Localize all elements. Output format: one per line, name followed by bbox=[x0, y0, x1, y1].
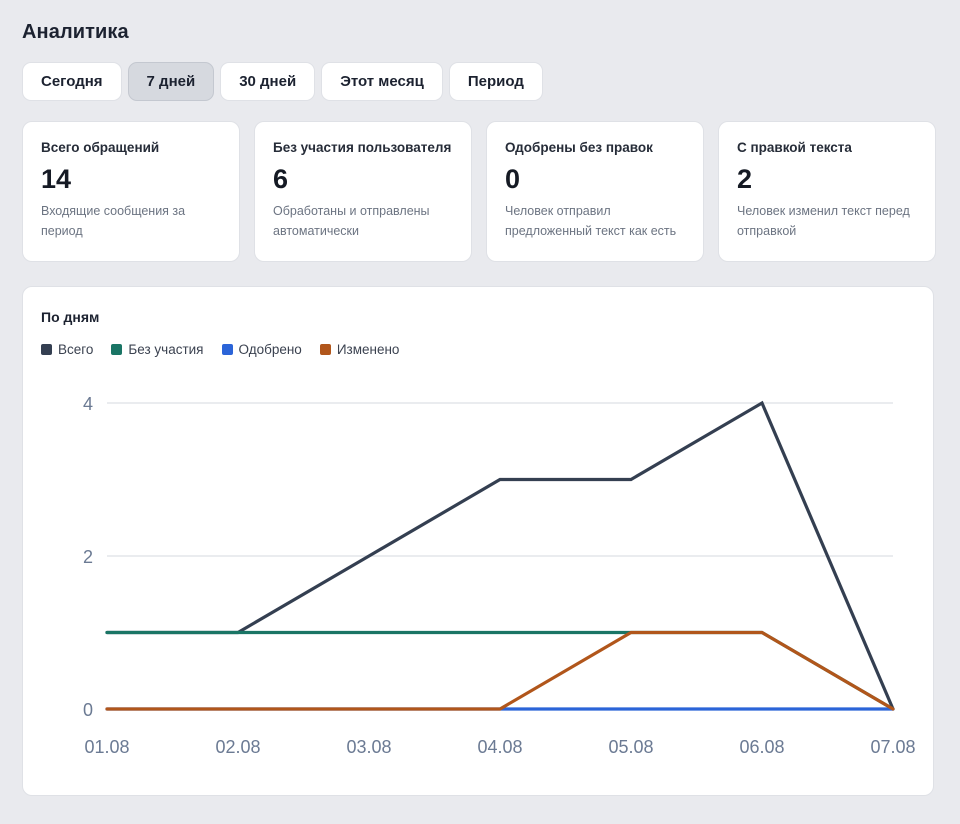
stat-card-approved: Одобрены без правок 0 Человек отправил п… bbox=[486, 121, 704, 262]
chart-title: По дням bbox=[41, 309, 100, 325]
legend-item-approved: Одобрено bbox=[221, 342, 302, 357]
legend-item-edited: Изменено bbox=[319, 342, 400, 357]
x-tick-label: 05.08 bbox=[608, 737, 653, 757]
tab-today[interactable]: Сегодня bbox=[22, 62, 122, 101]
stat-card-label: С правкой текста bbox=[737, 140, 852, 155]
y-tick-label: 4 bbox=[83, 394, 93, 414]
legend-swatch bbox=[111, 344, 123, 355]
legend-swatch bbox=[41, 344, 52, 355]
stat-card-auto: Без участия пользователя 6 Обработаны и … bbox=[254, 121, 472, 262]
stat-card-label: Без участия пользователя bbox=[273, 140, 452, 155]
y-tick-label: 2 bbox=[83, 547, 93, 567]
tab-30-days[interactable]: 30 дней bbox=[220, 62, 316, 101]
series-line-1 bbox=[105, 630, 895, 711]
stat-card-label: Одобрены без правок bbox=[505, 140, 653, 155]
stat-card-label: Всего обращений bbox=[41, 140, 160, 155]
stat-card-value: 0 bbox=[505, 164, 521, 194]
legend-label: Одобрено bbox=[238, 342, 302, 357]
page-title: Аналитика bbox=[22, 21, 129, 43]
tab-custom-period[interactable]: Период bbox=[448, 62, 543, 101]
stat-card-value: 14 bbox=[41, 164, 72, 194]
stat-card-description: Входящие сообщения за период bbox=[41, 204, 186, 238]
stat-cards: Всего обращений 14 Входящие сообщения за… bbox=[22, 121, 936, 262]
stat-card-total: Всего обращений 14 Входящие сообщения за… bbox=[22, 121, 240, 262]
stat-card-description: Человек отправил предложенный текст как … bbox=[505, 204, 677, 238]
legend-swatch bbox=[319, 344, 331, 355]
legend-item-total: Всего bbox=[41, 342, 93, 357]
x-tick-label: 06.08 bbox=[739, 737, 784, 757]
x-tick-label: 03.08 bbox=[346, 737, 391, 757]
chart-legend: Всего Без участия Одобрено Изменено bbox=[41, 342, 399, 357]
stat-card-description: Человек изменил текст перед отправкой bbox=[737, 204, 910, 238]
legend-swatch bbox=[221, 344, 233, 355]
legend-label: Изменено bbox=[336, 342, 400, 357]
y-tick-label: 0 bbox=[83, 700, 93, 720]
series-line-3 bbox=[105, 630, 895, 711]
stat-card-description: Обработаны и отправлены автоматически bbox=[273, 204, 430, 238]
stat-card-value: 6 bbox=[273, 164, 289, 194]
line-chart: 0 2 4 01.08 02.08 03.08 04.08 05.08 06.08 07.08 bbox=[83, 394, 916, 757]
tab-this-month[interactable]: Этот месяц bbox=[321, 62, 443, 101]
daily-chart-panel: 0 2 4 01.08 02.08 03.08 04.08 05.08 06.08 07.08 П… bbox=[22, 286, 934, 796]
legend-item-auto: Без участия bbox=[111, 342, 204, 357]
period-tabs: Сегодня 7 дней 30 дней Этот месяц Период bbox=[22, 62, 543, 101]
stat-card-edited: С правкой текста 2 Человек изменил текст… bbox=[718, 121, 936, 262]
x-tick-label: 04.08 bbox=[477, 737, 522, 757]
x-tick-label: 01.08 bbox=[84, 737, 129, 757]
legend-label: Без участия bbox=[128, 342, 204, 357]
tab-7-days[interactable]: 7 дней bbox=[127, 62, 215, 101]
legend-label: Всего bbox=[58, 342, 94, 357]
x-tick-label: 02.08 bbox=[215, 737, 260, 757]
stat-card-value: 2 bbox=[737, 164, 753, 194]
x-tick-label: 07.08 bbox=[870, 737, 915, 757]
